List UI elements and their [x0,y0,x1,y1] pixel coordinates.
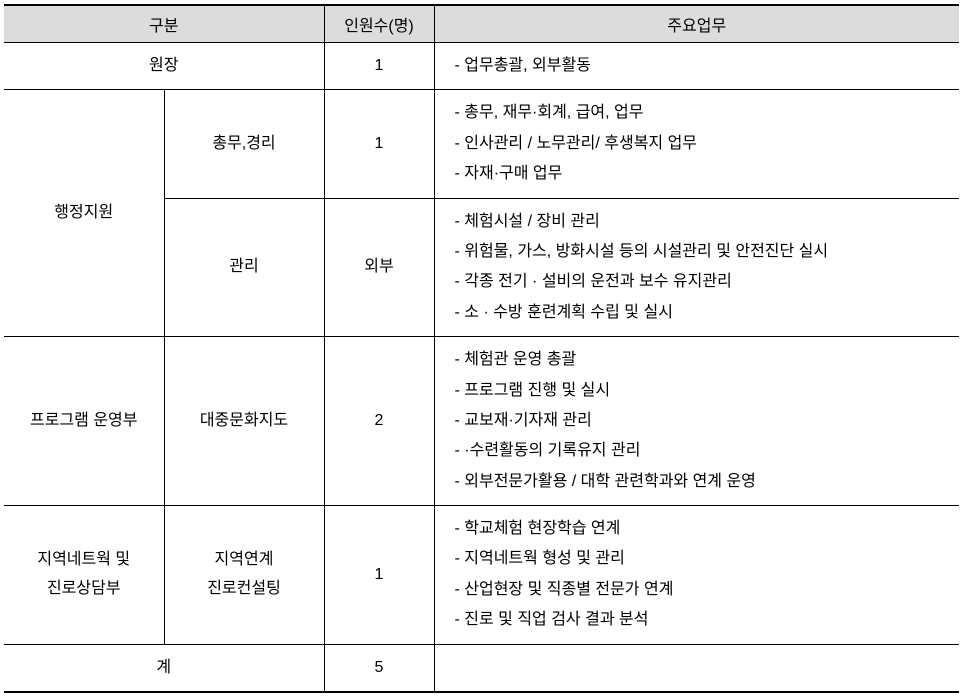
table-row: 지역네트웍 및 진로상담부 지역연계 진로컨설팅 1 - 학교체험 현장학습 연… [4,506,959,645]
duty-list: - 업무총괄, 외부활동 [455,51,950,81]
duty-item: - 위험물, 가스, 방화시설 등의 시설관리 및 안전진단 실시 [469,237,950,267]
duty-item: - 외부전문가활용 / 대학 관련학과와 연계 운영 [469,467,950,497]
table-row: 행정지원 총무,경리 1 - 총무, 재무·회계, 급여, 업무 - 인사관리 … [4,90,959,198]
total-label: 계 [4,644,324,692]
org-table: 구분 인원수(명) 주요업무 원장 1 - 업무총괄, 외부활동 행정지원 총무… [4,4,959,693]
cell-sub: 지역연계 진로컨설팅 [164,506,324,645]
total-duties [434,644,959,692]
duty-item: - 총무, 재무·회계, 급여, 업무 [469,98,950,128]
duty-item: - 자재·구매 업무 [469,159,950,189]
duty-item: - 교보재·기자재 관리 [469,406,950,436]
duty-item: - 진로 및 직업 검사 결과 분석 [469,605,950,635]
duty-item: - 학교체험 현장학습 연계 [469,514,950,544]
header-count: 인원수(명) [324,5,434,43]
total-count: 5 [324,644,434,692]
cell-count: 1 [324,43,434,90]
cell-duties: - 체험관 운영 총괄 - 프로그램 진행 및 실시 - 교보재·기자재 관리 … [434,337,959,506]
duty-item: - 체험관 운영 총괄 [469,345,950,375]
cell-category: 행정지원 [4,90,164,337]
duty-list: - 학교체험 현장학습 연계 - 지역네트웍 형성 및 관리 - 산업현장 및 … [455,514,950,636]
cell-sub: 관리 [164,198,324,337]
duty-item: - 각종 전기 · 설비의 운전과 보수 유지관리 [469,267,950,297]
header-category: 구분 [4,5,324,43]
cell-count: 1 [324,506,434,645]
cell-sub: 총무,경리 [164,90,324,198]
table-row: 원장 1 - 업무총괄, 외부활동 [4,43,959,90]
cell-count: 2 [324,337,434,506]
cell-duties: - 업무총괄, 외부활동 [434,43,959,90]
duty-item: - 소 · 수방 훈련계획 수립 및 실시 [469,298,950,328]
duty-list: - 체험관 운영 총괄 - 프로그램 진행 및 실시 - 교보재·기자재 관리 … [455,345,950,497]
cell-duties: - 학교체험 현장학습 연계 - 지역네트웍 형성 및 관리 - 산업현장 및 … [434,506,959,645]
category-line1: 지역네트웍 및 [37,551,130,568]
duty-item: - 인사관리 / 노무관리/ 후생복지 업무 [469,129,950,159]
duty-item: - 프로그램 진행 및 실시 [469,376,950,406]
duty-item: - 업무총괄, 외부활동 [469,51,950,81]
cell-duties: - 체험시설 / 장비 관리 - 위험물, 가스, 방화시설 등의 시설관리 및… [434,198,959,337]
total-row: 계 5 [4,644,959,692]
duty-item: - 지역네트웍 형성 및 관리 [469,544,950,574]
header-duties: 주요업무 [434,5,959,43]
header-row: 구분 인원수(명) 주요업무 [4,5,959,43]
category-line2: 진로상담부 [47,580,121,597]
cell-category: 프로그램 운영부 [4,337,164,506]
table-row: 프로그램 운영부 대중문화지도 2 - 체험관 운영 총괄 - 프로그램 진행 … [4,337,959,506]
duty-list: - 체험시설 / 장비 관리 - 위험물, 가스, 방화시설 등의 시설관리 및… [455,207,950,329]
duty-item: - 산업현장 및 직종별 전문가 연계 [469,575,950,605]
duty-list: - 총무, 재무·회계, 급여, 업무 - 인사관리 / 노무관리/ 후생복지 … [455,98,950,189]
cell-category: 원장 [4,43,324,90]
duty-item: - 체험시설 / 장비 관리 [469,207,950,237]
sub-line1: 지역연계 [215,551,274,568]
cell-duties: - 총무, 재무·회계, 급여, 업무 - 인사관리 / 노무관리/ 후생복지 … [434,90,959,198]
duty-item: - ·수련활동의 기록유지 관리 [469,436,950,466]
cell-sub: 대중문화지도 [164,337,324,506]
cell-category: 지역네트웍 및 진로상담부 [4,506,164,645]
cell-count: 외부 [324,198,434,337]
cell-count: 1 [324,90,434,198]
sub-line2: 진로컨설팅 [207,580,281,597]
